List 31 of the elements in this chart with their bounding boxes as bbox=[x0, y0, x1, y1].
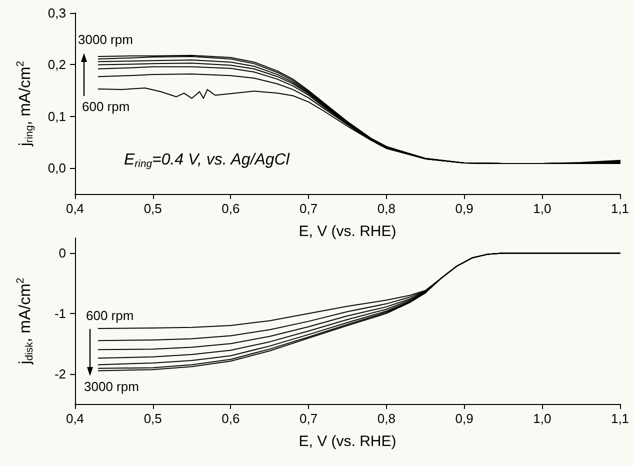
x-tick-label: 0,7 bbox=[300, 201, 318, 216]
x-axis-title: E, V (vs. RHE) bbox=[298, 223, 396, 240]
annotation: 3000 rpm bbox=[78, 32, 133, 47]
x-tick-label: 0,9 bbox=[455, 201, 474, 216]
x-tick-label: 0,4 bbox=[66, 411, 84, 426]
x-tick-label: 1,1 bbox=[610, 411, 630, 426]
x-tick-label: 0,8 bbox=[377, 411, 396, 426]
x-tick-label: 0,6 bbox=[222, 201, 240, 216]
y-tick-label: 0,2 bbox=[48, 57, 66, 72]
x-tick-label: 0,9 bbox=[455, 411, 474, 426]
x-tick-label: 0,6 bbox=[222, 411, 240, 426]
annotation: 3000 rpm bbox=[84, 379, 139, 394]
x-tick-label: 1,0 bbox=[533, 201, 552, 216]
y-tick-label: 0 bbox=[58, 246, 66, 261]
x-axis-title: E, V (vs. RHE) bbox=[298, 433, 396, 450]
x-tick-label: 1,1 bbox=[610, 201, 630, 216]
y-tick-label: -2 bbox=[54, 366, 66, 382]
y-tick-label: 0,3 bbox=[48, 6, 66, 20]
y-axis-title: jdisk, mA/cm2 bbox=[16, 278, 36, 366]
x-tick-label: 0,4 bbox=[66, 201, 84, 216]
x-tick-label: 0,5 bbox=[144, 411, 162, 426]
x-tick-label: 1,0 bbox=[533, 411, 552, 426]
y-tick-label: 0,1 bbox=[48, 108, 66, 124]
y-tick-label: 0,0 bbox=[48, 160, 66, 176]
annotation: 600 rpm bbox=[86, 308, 134, 323]
x-tick-label: 0,8 bbox=[377, 201, 396, 216]
x-tick-label: 0,7 bbox=[300, 411, 318, 426]
annotation: 600 rpm bbox=[82, 99, 130, 114]
x-tick-label: 0,5 bbox=[144, 201, 162, 216]
y-tick-label: -1 bbox=[54, 306, 66, 321]
y-axis-title: jring, mA/cm2 bbox=[16, 60, 36, 148]
